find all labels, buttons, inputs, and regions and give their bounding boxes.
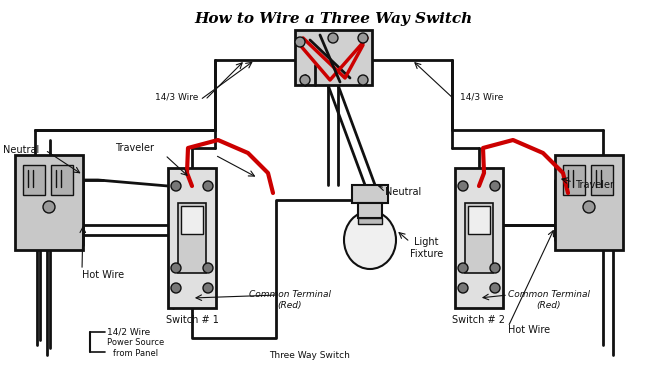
Bar: [178, 203, 206, 273]
Bar: [358, 218, 382, 224]
Ellipse shape: [344, 211, 396, 269]
Text: Neutral: Neutral: [385, 187, 422, 197]
Circle shape: [43, 201, 55, 213]
Bar: [465, 203, 493, 273]
Text: Hot Wire: Hot Wire: [508, 325, 550, 335]
Bar: [563, 165, 585, 195]
Text: Light
Fixture: Light Fixture: [410, 237, 444, 259]
Circle shape: [458, 181, 468, 191]
Text: Three Way Switch: Three Way Switch: [269, 350, 350, 359]
Circle shape: [171, 263, 181, 273]
Bar: [181, 206, 203, 234]
Circle shape: [295, 37, 305, 47]
Text: Traveler: Traveler: [575, 180, 614, 190]
Bar: [51, 165, 73, 195]
Text: Hot Wire: Hot Wire: [82, 270, 124, 280]
Circle shape: [328, 33, 338, 43]
Text: 14/3 Wire: 14/3 Wire: [155, 93, 198, 102]
Circle shape: [583, 201, 595, 213]
Circle shape: [203, 283, 213, 293]
Bar: [352, 185, 388, 203]
Bar: [168, 168, 216, 308]
Circle shape: [490, 283, 500, 293]
Circle shape: [171, 181, 181, 191]
Text: Common Terminal
(Red): Common Terminal (Red): [508, 290, 590, 310]
Text: How to Wire a Three Way Switch: How to Wire a Three Way Switch: [194, 12, 472, 26]
Bar: [468, 206, 490, 234]
Bar: [15, 155, 83, 250]
Circle shape: [490, 181, 500, 191]
Bar: [295, 30, 372, 85]
Circle shape: [490, 263, 500, 273]
Circle shape: [458, 283, 468, 293]
Circle shape: [171, 283, 181, 293]
Circle shape: [458, 263, 468, 273]
Bar: [23, 165, 45, 195]
Bar: [591, 165, 613, 195]
Text: 14/2 Wire: 14/2 Wire: [107, 328, 150, 336]
Circle shape: [300, 75, 310, 85]
Text: Switch # 1: Switch # 1: [165, 315, 218, 325]
Circle shape: [203, 181, 213, 191]
Text: Traveler: Traveler: [115, 143, 154, 153]
Text: Power Source
from Panel: Power Source from Panel: [107, 338, 164, 358]
Text: Switch # 2: Switch # 2: [452, 315, 506, 325]
Text: Common Terminal
(Red): Common Terminal (Red): [249, 290, 331, 310]
Bar: [455, 168, 503, 308]
Text: Neutral: Neutral: [3, 145, 39, 155]
Circle shape: [358, 75, 368, 85]
Text: 14/3 Wire: 14/3 Wire: [460, 93, 504, 102]
Bar: [555, 155, 623, 250]
Bar: [358, 203, 382, 218]
Circle shape: [203, 263, 213, 273]
Circle shape: [358, 33, 368, 43]
